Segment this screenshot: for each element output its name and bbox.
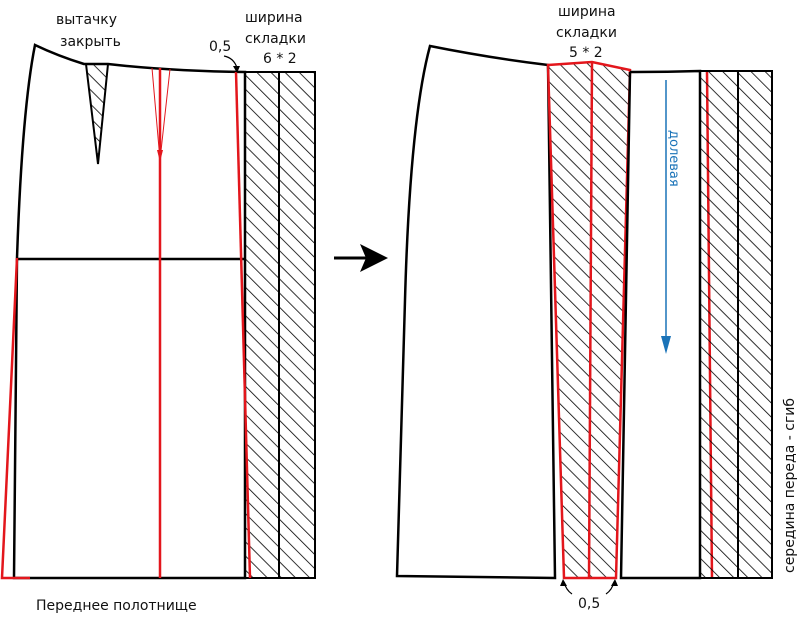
right-pleat-strip-4 — [737, 70, 773, 579]
right-center-piece — [619, 69, 702, 580]
right-pleat-red-outline — [546, 60, 632, 580]
right-side-piece — [395, 44, 557, 580]
pleat-width-left-label-3: 6 * 2 — [263, 51, 297, 67]
left-side-red-line — [0, 257, 30, 580]
offset-top-label: 0,5 — [209, 39, 231, 55]
pleat-width-right-label-2: складки — [556, 25, 617, 41]
left-pleat-strip-1 — [244, 71, 280, 579]
right-panel — [395, 44, 773, 595]
offset-bottom-label: 0,5 — [578, 596, 600, 612]
grain-label: долевая — [666, 130, 681, 187]
pleat-width-right-label-1: ширина — [558, 4, 616, 20]
pleat-width-left-label-2: складки — [245, 31, 306, 47]
left-pleat-red-line — [234, 71, 252, 579]
left-red-dart-tip — [157, 150, 163, 162]
center-front-label: середина переда - сгиб — [782, 398, 798, 573]
left-panel-outline — [12, 43, 247, 580]
dart-close-label-2: закрыть — [60, 34, 121, 50]
transform-arrow — [334, 244, 388, 272]
pleat-width-right-label-3: 5 * 2 — [569, 45, 603, 61]
left-dart — [84, 63, 110, 165]
dart-close-label-1: вытачку — [56, 12, 117, 28]
right-pleat-red-center — [587, 61, 594, 579]
right-pleat-strip-3 — [699, 70, 739, 579]
pleat-width-left-label-1: ширина — [245, 10, 303, 26]
left-pleat-strip-2 — [278, 71, 316, 579]
grain-arrowhead — [661, 336, 671, 354]
caption: Переднее полотнище — [36, 598, 197, 614]
left-panel — [0, 43, 316, 580]
